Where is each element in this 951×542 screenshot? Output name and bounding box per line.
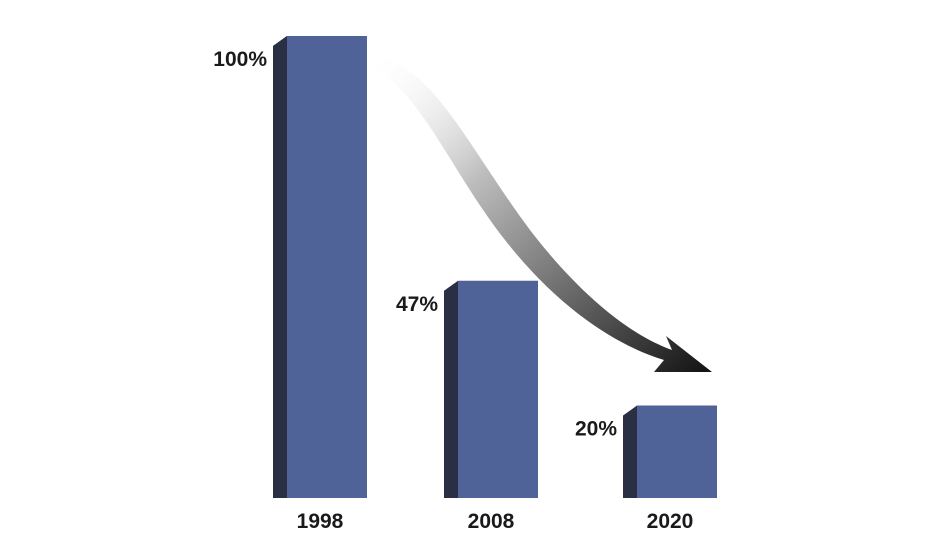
bar-2020 <box>623 405 717 498</box>
bar-front-1998 <box>287 36 367 498</box>
category-label-2020: 2020 <box>647 510 694 533</box>
trend-arrow-body <box>372 55 712 372</box>
labels-layer: 100% 1998 47% 2008 20% 2020 <box>213 48 693 533</box>
category-label-2008: 2008 <box>468 510 515 533</box>
bar-1998 <box>273 36 367 498</box>
bar-front-2020 <box>637 405 717 498</box>
value-label-2020: 20% <box>575 418 617 441</box>
bar-side-2020 <box>623 405 637 498</box>
bar-2008 <box>444 280 538 498</box>
category-label-1998: 1998 <box>297 510 344 533</box>
bar-front-2008 <box>458 280 538 498</box>
trend-arrow <box>372 55 712 372</box>
value-label-2008: 47% <box>396 293 438 316</box>
bar-side-2008 <box>444 280 458 498</box>
bar-side-1998 <box>273 36 287 498</box>
bars-layer <box>273 36 717 498</box>
value-label-1998: 100% <box>213 48 267 71</box>
